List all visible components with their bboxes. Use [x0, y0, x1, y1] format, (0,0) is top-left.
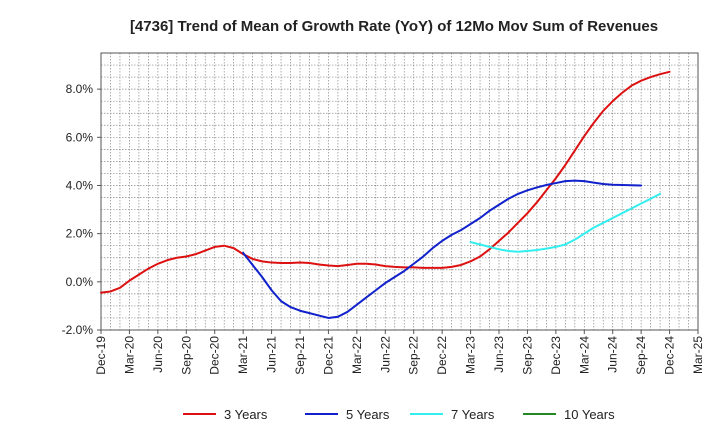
x-tick-label: Dec-21 — [321, 336, 335, 375]
x-tick-label: Jun-23 — [492, 336, 506, 373]
grid — [101, 53, 698, 330]
x-tick-label: Sep-22 — [407, 336, 421, 375]
x-tick-label: Jun-24 — [606, 336, 620, 373]
x-tick-label: Sep-24 — [634, 336, 648, 375]
legend-label-5-years: 5 Years — [346, 407, 390, 422]
y-tick-label: 6.0% — [66, 130, 94, 144]
y-axis: -2.0% 0.0% 2.0% 4.0% 6.0% 8.0% — [62, 82, 101, 337]
x-tick-label: Jun-21 — [265, 336, 279, 373]
legend: 3 Years 5 Years 7 Years 10 Years — [183, 407, 615, 422]
series-line-3-years — [100, 70, 671, 294]
x-tick-label: Jun-20 — [151, 336, 165, 373]
x-tick-label: Mar-21 — [236, 336, 250, 374]
plot-area — [100, 52, 699, 331]
x-tick-label: Sep-21 — [293, 336, 307, 375]
x-tick-label: Mar-20 — [122, 336, 136, 374]
series-lines — [100, 70, 671, 319]
x-tick-label: Sep-20 — [179, 336, 193, 375]
legend-label-10-years: 10 Years — [564, 407, 615, 422]
x-tick-label: Mar-22 — [350, 336, 364, 374]
x-tick-label: Dec-22 — [435, 336, 449, 375]
series-line-5-years — [242, 179, 643, 319]
series-line-7-years — [469, 192, 662, 253]
legend-label-7-years: 7 Years — [451, 407, 495, 422]
x-tick-label: Mar-24 — [577, 336, 591, 374]
x-axis: Dec-19 Mar-20 Jun-20 Sep-20 Dec-20 Mar-21 Jun-… — [94, 330, 705, 375]
x-tick-label: Jun-22 — [378, 336, 392, 373]
y-tick-label: 0.0% — [66, 275, 94, 289]
y-tick-label: 2.0% — [66, 227, 94, 241]
x-tick-label: Dec-19 — [94, 336, 108, 375]
legend-label-3-years: 3 Years — [224, 407, 268, 422]
y-tick-label: -2.0% — [62, 323, 94, 337]
x-tick-label: Mar-25 — [691, 336, 705, 374]
x-tick-label: Mar-23 — [464, 336, 478, 374]
x-tick-label: Dec-23 — [549, 336, 563, 375]
chart-title: [4736] Trend of Mean of Growth Rate (YoY… — [130, 18, 658, 35]
x-tick-label: Sep-23 — [520, 336, 534, 375]
x-tick-label: Dec-24 — [663, 336, 677, 375]
y-tick-label: 8.0% — [66, 82, 94, 96]
x-tick-label: Dec-20 — [208, 336, 222, 375]
y-tick-label: 4.0% — [66, 178, 94, 192]
